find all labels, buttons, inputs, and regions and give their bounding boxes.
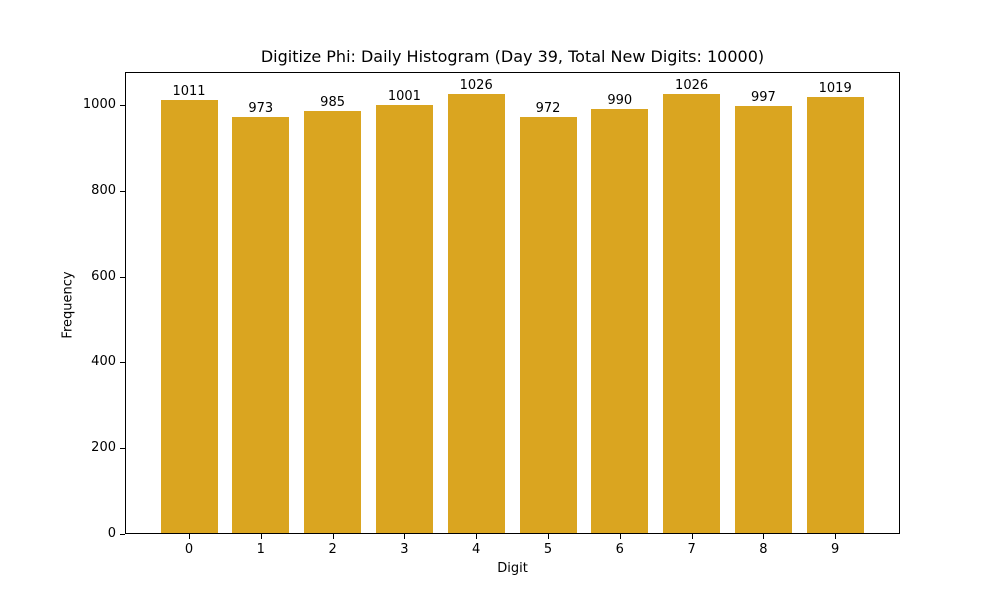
x-tick (260, 534, 262, 539)
chart-title: Digitize Phi: Daily Histogram (Day 39, T… (260, 47, 765, 66)
x-tick (476, 534, 478, 539)
y-tick-label: 1000 (82, 97, 116, 113)
x-tick (619, 534, 621, 539)
bar-value-label: 973 (248, 100, 274, 116)
plot-area (125, 72, 900, 534)
bar-value-label: 1026 (459, 77, 493, 93)
y-tick (120, 448, 125, 450)
x-tick-label: 4 (472, 542, 481, 557)
bar-value-label: 1001 (387, 88, 421, 104)
x-tick (763, 534, 765, 539)
x-tick-label: 5 (543, 542, 553, 557)
y-tick-label: 600 (91, 268, 116, 284)
y-tick (120, 190, 125, 192)
bar-value-label: 1019 (818, 80, 852, 96)
x-tick-label: 2 (328, 542, 337, 557)
x-tick (691, 534, 693, 539)
y-tick (120, 105, 125, 107)
y-tick (120, 534, 125, 535)
y-tick-label: 0 (107, 526, 116, 541)
y-tick (120, 362, 125, 364)
bar-value-label: 1026 (675, 77, 709, 93)
x-tick (835, 534, 837, 539)
x-tick-label: 6 (615, 542, 624, 557)
bar-value-label: 985 (320, 95, 345, 111)
x-tick (332, 534, 334, 539)
x-tick (548, 534, 549, 539)
x-tick (404, 534, 406, 539)
y-tick-label: 200 (91, 440, 116, 456)
x-tick-label: 8 (759, 542, 768, 557)
x-tick-label: 9 (831, 542, 840, 557)
bar-value-label: 990 (607, 93, 633, 109)
bar-digit-2 (304, 111, 362, 534)
bar-digit-7 (663, 93, 721, 534)
bar-value-label: 997 (750, 90, 776, 106)
x-tick-label: 0 (184, 542, 194, 557)
bar-digit-8 (734, 106, 792, 534)
x-tick-label: 7 (687, 542, 696, 557)
bar-digit-6 (591, 109, 649, 534)
bar-value-label: 972 (535, 101, 561, 117)
bar-digit-5 (519, 117, 577, 534)
bar-value-label: 1011 (172, 84, 206, 100)
bar-digit-4 (447, 93, 505, 534)
bar-digit-1 (232, 116, 290, 534)
bar-digit-3 (375, 104, 433, 534)
bar-digit-9 (806, 96, 864, 534)
y-tick-label: 400 (91, 354, 116, 370)
x-tick-label: 1 (256, 542, 265, 557)
bar-digit-0 (160, 100, 218, 534)
x-tick-label: 3 (400, 542, 409, 557)
y-tick (120, 276, 125, 278)
y-tick-label: 800 (91, 182, 116, 198)
x-axis-label: Digit (497, 561, 528, 576)
x-tick (189, 534, 190, 539)
